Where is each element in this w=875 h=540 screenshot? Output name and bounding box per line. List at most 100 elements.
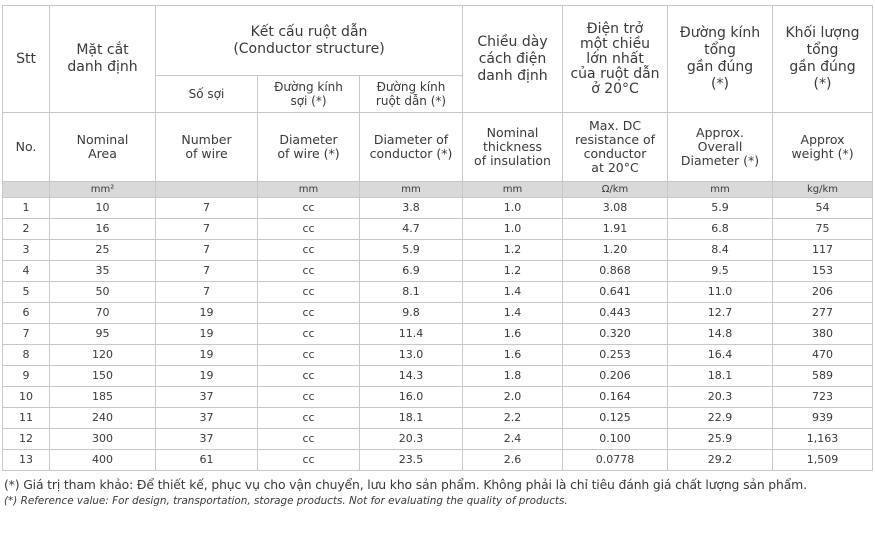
data-cell: 11 bbox=[2, 407, 50, 429]
data-cell: 1.2 bbox=[462, 260, 564, 282]
data-cell: 8.1 bbox=[358, 281, 464, 303]
header-line: of wire (*) bbox=[277, 146, 340, 161]
header-line: gần đúng bbox=[686, 59, 754, 75]
data-cell: 18.1 bbox=[667, 365, 774, 387]
data-row: 7 95 19 cc 11.4 1.6 0.320 14.8 380 bbox=[2, 323, 874, 345]
data-cell: 18.1 bbox=[358, 407, 464, 429]
data-cell: 6.9 bbox=[358, 260, 464, 282]
units-row: mm² mm mm mm Ω/km mm kg/km bbox=[2, 181, 874, 198]
data-cell: 7 bbox=[155, 197, 258, 219]
header-line: Max. DC bbox=[588, 118, 642, 133]
data-cell: 0.443 bbox=[562, 302, 669, 324]
data-row: 2 16 7 cc 4.7 1.0 1.91 6.8 75 bbox=[2, 218, 874, 240]
header-line: conductor (*) bbox=[369, 146, 453, 161]
data-cell: 9 bbox=[2, 365, 50, 387]
header-cell: Chiều dày cách điện danh định bbox=[462, 5, 564, 113]
data-cell: 1.91 bbox=[562, 218, 669, 240]
data-cell: 185 bbox=[49, 386, 156, 408]
header-line: No. bbox=[15, 139, 37, 154]
data-cell: 0.164 bbox=[562, 386, 669, 408]
header-line: of wire bbox=[185, 146, 228, 161]
header-cell: Kết cấu ruột dẫn (Conductor structure) bbox=[154, 5, 464, 76]
header-line: Approx bbox=[800, 132, 845, 147]
data-cell: 1.6 bbox=[462, 344, 564, 366]
data-cell: 150 bbox=[49, 365, 156, 387]
data-cell: 1.2 bbox=[462, 239, 564, 261]
data-cell: 70 bbox=[49, 302, 156, 324]
data-cell: 25.9 bbox=[667, 428, 774, 450]
footnote-vi: (*) Giá trị tham khảo: Để thiết kế, phục… bbox=[4, 477, 807, 492]
header-line: gần đúng bbox=[789, 59, 856, 75]
data-cell: 3.8 bbox=[358, 197, 464, 219]
header-line: (*) bbox=[813, 76, 832, 92]
data-cell: 0.253 bbox=[562, 344, 669, 366]
data-cell: 61 bbox=[155, 449, 258, 471]
data-cell: 470 bbox=[772, 344, 874, 366]
data-cell: 153 bbox=[772, 260, 874, 282]
header-cell: Đường kính ruột dẫn (*) bbox=[358, 75, 464, 113]
data-cell: 19 bbox=[155, 302, 258, 324]
data-cell: cc bbox=[257, 260, 360, 282]
data-cell: 22.9 bbox=[667, 407, 774, 429]
data-cell: 14.8 bbox=[667, 323, 774, 345]
header-cell: Số sợi bbox=[155, 75, 258, 113]
data-cell: cc bbox=[257, 386, 360, 408]
data-cell: 120 bbox=[49, 344, 156, 366]
header-line: Area bbox=[88, 146, 117, 161]
data-cell: 939 bbox=[772, 407, 874, 429]
data-cell: 16.4 bbox=[667, 344, 774, 366]
data-cell: 6.8 bbox=[667, 218, 774, 240]
header-row: Stt Mặt cắt danh định Kết cấu ruột dẫn (Co… bbox=[2, 5, 874, 113]
header-cell: Approx weight (*) bbox=[772, 112, 874, 182]
data-cell: 7 bbox=[155, 260, 258, 282]
data-cell: 2.6 bbox=[462, 449, 564, 471]
header-cell: Max. DC resistance of conductor at 20°C bbox=[562, 112, 669, 182]
data-cell: 7 bbox=[155, 218, 258, 240]
data-cell: 13.0 bbox=[358, 344, 464, 366]
data-cell: 2 bbox=[2, 218, 50, 240]
header-line: resistance of bbox=[574, 132, 656, 147]
header-line: Đường kính bbox=[274, 80, 343, 94]
header-line: Diameter of bbox=[373, 132, 449, 147]
data-row: 13 400 61 cc 23.5 2.6 0.0778 29.2 1,509 bbox=[2, 449, 874, 471]
data-cell: 589 bbox=[772, 365, 874, 387]
header-line: danh định bbox=[477, 67, 548, 84]
unit-cell: mm bbox=[462, 181, 564, 198]
data-cell: 3.08 bbox=[562, 197, 669, 219]
data-cell: 1,509 bbox=[772, 449, 874, 471]
table-body: Stt Mặt cắt danh định Kết cấu ruột dẫn (Co… bbox=[2, 5, 874, 471]
data-cell: 35 bbox=[49, 260, 156, 282]
header-cell: No. bbox=[2, 112, 50, 182]
data-cell: 1 bbox=[2, 197, 50, 219]
header-line: tổng bbox=[806, 42, 839, 58]
header-cell: Diameter of wire (*) bbox=[257, 112, 360, 182]
header-line: của ruột dẫn bbox=[570, 65, 660, 82]
data-cell: 14.3 bbox=[358, 365, 464, 387]
header-line: ở 20°C bbox=[591, 80, 639, 97]
header-line: (*) bbox=[711, 76, 729, 92]
header-line: Diameter bbox=[279, 132, 338, 147]
data-cell: 29.2 bbox=[667, 449, 774, 471]
data-cell: 19 bbox=[155, 344, 258, 366]
unit-cell bbox=[155, 181, 258, 198]
header-line: lớn nhất bbox=[586, 50, 644, 67]
data-cell: 1.4 bbox=[462, 281, 564, 303]
data-cell: cc bbox=[257, 365, 360, 387]
header-line: Khối lượng bbox=[785, 25, 860, 41]
data-cell: 25 bbox=[49, 239, 156, 261]
data-cell: 5.9 bbox=[358, 239, 464, 261]
data-cell: 380 bbox=[772, 323, 874, 345]
data-row: 10 185 37 cc 16.0 2.0 0.164 20.3 723 bbox=[2, 386, 874, 408]
data-cell: 2.4 bbox=[462, 428, 564, 450]
data-cell: 16 bbox=[49, 218, 156, 240]
data-cell: 19 bbox=[155, 323, 258, 345]
data-cell: 6 bbox=[2, 302, 50, 324]
data-cell: 9.5 bbox=[667, 260, 774, 282]
data-cell: 12.7 bbox=[667, 302, 774, 324]
data-cell: 8.4 bbox=[667, 239, 774, 261]
data-cell: 3 bbox=[2, 239, 50, 261]
header-line: Kết cấu ruột dẫn bbox=[250, 23, 368, 40]
data-row: 3 25 7 cc 5.9 1.2 1.20 8.4 117 bbox=[2, 239, 874, 261]
data-row: 8 120 19 cc 13.0 1.6 0.253 16.4 470 bbox=[2, 344, 874, 366]
data-cell: 50 bbox=[49, 281, 156, 303]
